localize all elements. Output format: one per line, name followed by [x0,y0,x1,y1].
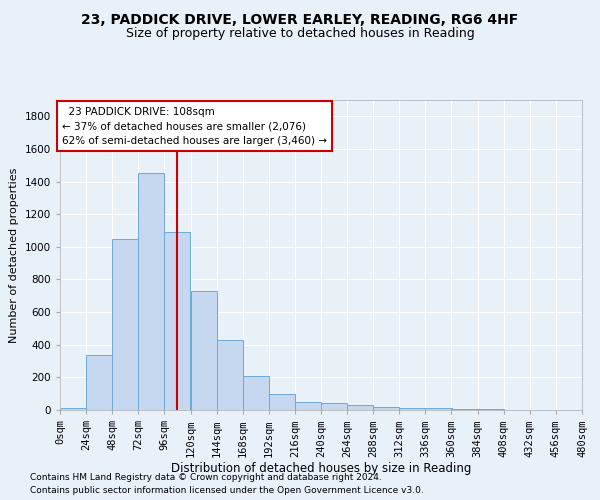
Text: 23, PADDICK DRIVE, LOWER EARLEY, READING, RG6 4HF: 23, PADDICK DRIVE, LOWER EARLEY, READING… [82,12,518,26]
Bar [295,402,321,410]
Bar [400,408,425,410]
X-axis label: Distribution of detached houses by size in Reading: Distribution of detached houses by size … [171,462,471,475]
Bar [164,232,190,410]
Y-axis label: Number of detached properties: Number of detached properties [9,168,19,342]
Bar [217,340,242,410]
Bar [321,404,347,410]
Bar [191,291,217,410]
Bar [112,238,138,410]
Bar [478,409,504,410]
Text: 23 PADDICK DRIVE: 108sqm
← 37% of detached houses are smaller (2,076)
62% of sem: 23 PADDICK DRIVE: 108sqm ← 37% of detach… [62,106,327,146]
Bar [269,394,295,410]
Bar [347,405,373,410]
Bar [60,408,86,410]
Bar [425,408,452,410]
Bar [139,174,164,410]
Bar [373,406,400,410]
Bar [451,409,478,410]
Text: Contains public sector information licensed under the Open Government Licence v3: Contains public sector information licen… [30,486,424,495]
Bar [86,354,112,410]
Text: Size of property relative to detached houses in Reading: Size of property relative to detached ho… [125,28,475,40]
Text: Contains HM Land Registry data © Crown copyright and database right 2024.: Contains HM Land Registry data © Crown c… [30,474,382,482]
Bar [242,376,269,410]
